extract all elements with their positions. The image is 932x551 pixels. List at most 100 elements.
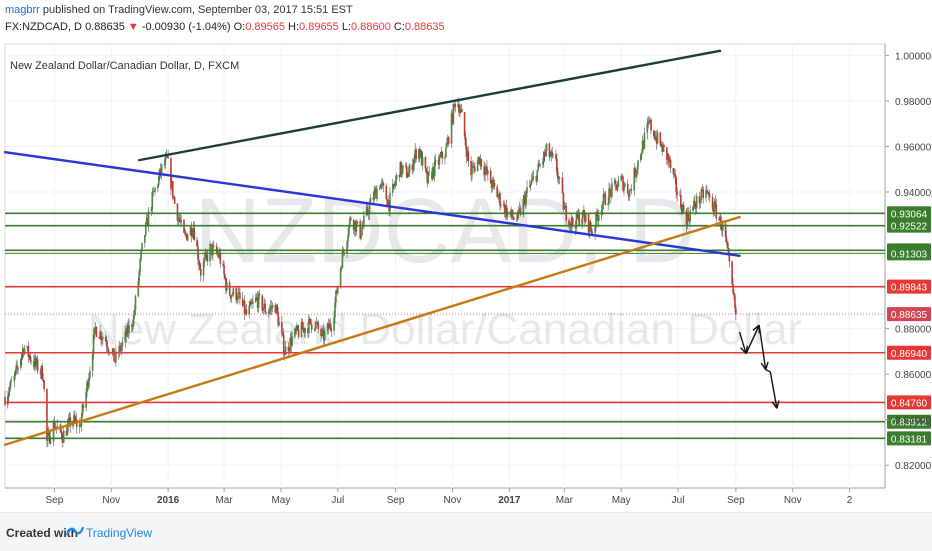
candle-body xyxy=(330,324,332,329)
candle-body xyxy=(700,200,702,203)
candle-body xyxy=(37,359,39,371)
y-tick-label: 1.00000 xyxy=(895,51,932,62)
candle-body xyxy=(360,235,362,238)
candle-body xyxy=(10,381,12,387)
level-label: 0.83181 xyxy=(891,434,928,445)
candle-body xyxy=(617,187,619,191)
candle-body xyxy=(591,232,593,233)
candle-body xyxy=(676,192,678,195)
candle-body xyxy=(151,209,153,211)
candle-body xyxy=(563,193,565,210)
candle-body xyxy=(683,205,685,211)
candle-body xyxy=(733,293,735,295)
candle-body xyxy=(29,355,31,360)
candle-body xyxy=(601,210,603,215)
candle-body xyxy=(542,161,544,164)
watermark-name: New Zealand Dollar/Canadian Dollar xyxy=(88,305,802,354)
candle-body xyxy=(174,197,176,204)
candle-body xyxy=(258,294,260,308)
candle-body xyxy=(193,228,195,240)
candle-body xyxy=(237,292,239,299)
candle-body xyxy=(702,189,704,198)
candle-body xyxy=(304,328,306,332)
candle-body xyxy=(465,137,467,146)
candle-body xyxy=(708,193,710,195)
candle-body xyxy=(635,173,637,177)
candle-body xyxy=(454,104,456,107)
candle-body xyxy=(138,271,140,281)
candle-body xyxy=(229,282,231,295)
candle-body xyxy=(536,170,538,181)
level-label: 0.92522 xyxy=(891,222,928,233)
candle-body xyxy=(102,337,104,339)
candle-body xyxy=(507,212,509,218)
candle-body xyxy=(531,180,533,183)
candle-body xyxy=(379,188,381,189)
candle-body xyxy=(705,190,707,198)
candle-body xyxy=(445,148,447,157)
candle-body xyxy=(474,167,476,171)
candle-body xyxy=(546,144,548,151)
x-tick-label: Nov xyxy=(102,495,120,506)
candle-body xyxy=(532,177,534,180)
candle-body xyxy=(487,171,489,174)
candle-body xyxy=(297,326,299,330)
candle-body xyxy=(317,322,319,329)
candle-body xyxy=(407,177,409,178)
candle-body xyxy=(235,288,237,300)
candle-body xyxy=(101,339,103,340)
price-chart[interactable]: NZDCAD, D New Zealand Dollar/Canadian Do… xyxy=(0,0,932,512)
candle-body xyxy=(209,244,211,261)
candle-body xyxy=(558,178,560,179)
candle-body xyxy=(644,133,646,149)
candle-body xyxy=(88,378,90,387)
candle-body xyxy=(83,405,85,408)
x-tick-label: Mar xyxy=(556,495,574,506)
candle-body xyxy=(389,193,391,211)
candle-body xyxy=(629,191,631,197)
level-label: 0.86940 xyxy=(891,349,928,360)
candle-body xyxy=(128,325,130,334)
x-tick-label: 2 xyxy=(847,495,853,506)
candle-body xyxy=(549,144,551,157)
candle-body xyxy=(727,242,729,249)
candle-body xyxy=(707,191,709,193)
x-tick-label: Sep xyxy=(727,495,745,506)
candle-body xyxy=(363,216,365,225)
candle-body xyxy=(557,172,559,178)
candle-body xyxy=(441,152,443,159)
x-tick-label: Sep xyxy=(46,495,64,506)
candle-body xyxy=(94,328,96,335)
candle-body xyxy=(670,160,672,168)
candle-body xyxy=(551,152,553,155)
tradingview-brand-link[interactable]: TradingView xyxy=(86,526,152,540)
candle-body xyxy=(315,323,317,330)
candle-body xyxy=(20,359,22,368)
candle-body xyxy=(199,264,201,269)
x-tick-label: Jul xyxy=(672,495,685,506)
x-tick-label: May xyxy=(612,495,631,506)
candle-body xyxy=(308,319,310,333)
candle-body xyxy=(448,137,450,143)
candle-body xyxy=(500,205,502,206)
candle-body xyxy=(526,187,528,193)
candle-body xyxy=(252,302,254,304)
candle-body xyxy=(133,315,135,326)
candle-body xyxy=(367,207,369,213)
candle-body xyxy=(122,341,124,346)
candle-body xyxy=(422,157,424,165)
candle-body xyxy=(408,173,410,177)
candle-body xyxy=(525,193,527,204)
candle-body xyxy=(598,215,600,221)
candle-body xyxy=(357,221,359,224)
candle-body xyxy=(167,157,169,159)
candle-body xyxy=(376,189,378,199)
candle-body xyxy=(473,166,475,167)
candle-body xyxy=(28,346,30,356)
candle-body xyxy=(89,371,91,378)
candle-body xyxy=(180,220,182,222)
candle-body xyxy=(461,109,463,112)
candle-body xyxy=(9,387,11,392)
candle-body xyxy=(340,269,342,287)
candle-body xyxy=(440,156,442,157)
